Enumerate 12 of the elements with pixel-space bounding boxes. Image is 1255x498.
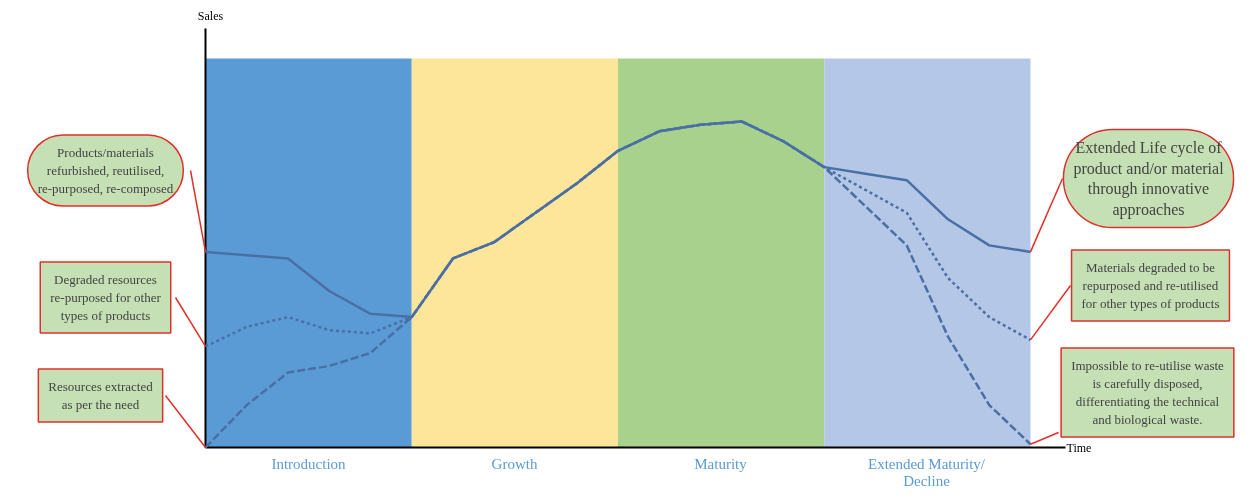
text: Extended Life cycle of product and/or material through innovative approaches <box>1073 139 1225 219</box>
text: Sales <box>197 8 224 23</box>
text: Growth <box>491 455 538 472</box>
text: Materials degraded to be repurposed and re-utilised for other types of products <box>1081 260 1220 311</box>
text: Degraded resources re-purposed for other types of products <box>50 272 162 323</box>
x-axis-title: Time <box>1066 440 1092 455</box>
text: Extended Maturity/ Decline <box>867 455 986 490</box>
text: Impossible to re-utilise waste is carefully disposed, differentiating the technical and biological waste. <box>1071 358 1225 427</box>
text: Introduction <box>271 455 347 472</box>
text: Resources extracted as per the need <box>48 379 154 412</box>
text: Maturity <box>694 455 748 472</box>
text: Products/materials refurbished, reutilised, re-purposed, re-composed <box>37 145 174 196</box>
